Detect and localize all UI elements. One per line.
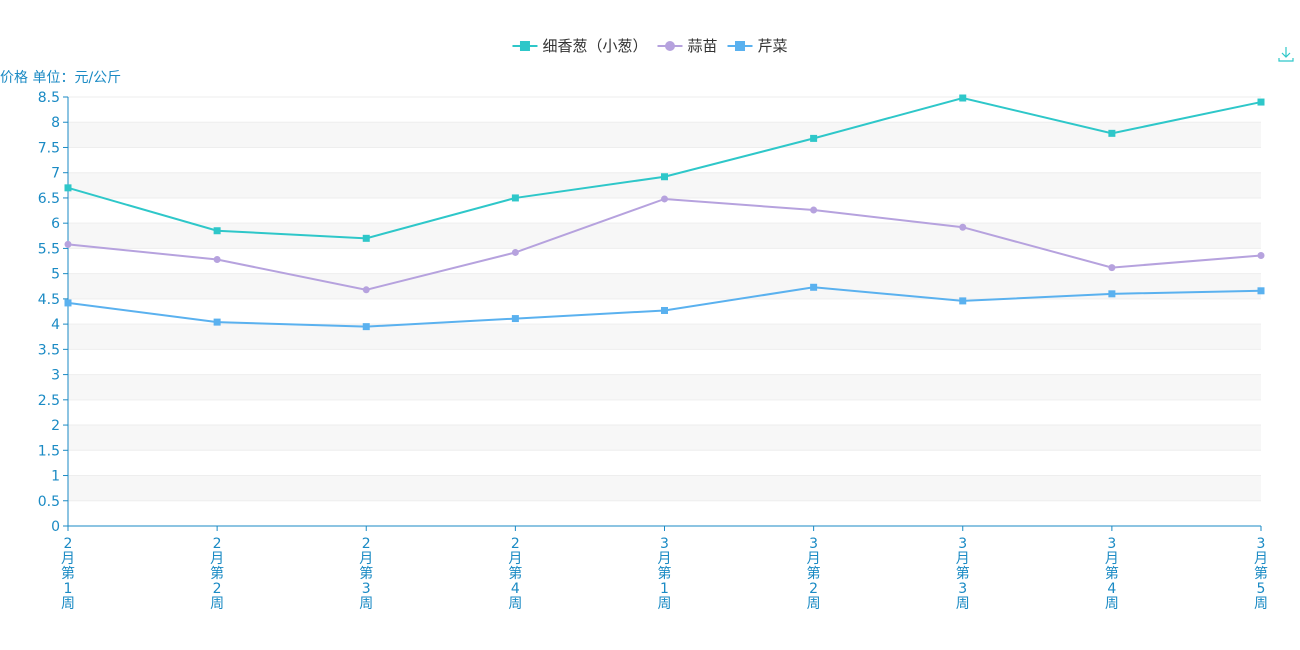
data-point[interactable] <box>1257 251 1265 259</box>
legend: 细香葱（小葱） 蒜苗 芹菜 <box>512 37 788 55</box>
data-point[interactable] <box>213 227 221 235</box>
data-point[interactable] <box>661 173 668 181</box>
data-point[interactable] <box>810 206 818 214</box>
y-tick-label: 1 <box>51 469 60 485</box>
background-band <box>68 273 1261 299</box>
data-point[interactable] <box>64 299 72 307</box>
y-tick-label: 0 <box>51 519 60 535</box>
y-tick-label: 8 <box>51 115 60 131</box>
background-band <box>68 324 1261 350</box>
data-point[interactable] <box>810 134 818 142</box>
data-point[interactable] <box>362 286 370 294</box>
data-point[interactable] <box>511 315 519 323</box>
legend-marker <box>735 41 746 51</box>
legend-label: 芹菜 <box>758 37 788 55</box>
legend-marker <box>664 41 675 51</box>
legend-item[interactable]: 细香葱（小葱） <box>512 37 647 55</box>
background-band <box>68 223 1261 249</box>
series-line <box>67 96 1262 240</box>
x-axis: 2 月第 1 周 2 月第 2 周 2 月第 3 周 2 月第 4 周 3 月第 1 周 3 月第 2 周 3 月第 3 周 3 月第 4 周… <box>61 525 1268 612</box>
y-tick-label: 2 <box>51 418 60 434</box>
y-tick-label: 8.5 <box>38 90 60 106</box>
y-tick-label: 3 <box>51 368 60 384</box>
background-band <box>68 122 1261 148</box>
x-tick-label: 3 月第 5 周 <box>1254 536 1268 612</box>
background-band <box>68 475 1261 501</box>
series-2 <box>64 283 1265 331</box>
y-tick-label: 0.5 <box>38 494 60 510</box>
data-point[interactable] <box>661 195 668 203</box>
y-tick-label: 3.5 <box>38 342 60 358</box>
data-point[interactable] <box>1108 264 1116 272</box>
x-tick-label: 3 月第 4 周 <box>1105 536 1119 612</box>
y-tick-label: 7.5 <box>38 140 60 156</box>
y-axis-label: 价格 单位：元/公斤 <box>0 70 121 86</box>
y-tick-label: 2.5 <box>38 393 60 409</box>
data-point[interactable] <box>362 323 370 331</box>
y-tick-label: 5.5 <box>38 241 60 257</box>
series-1 <box>64 195 1265 294</box>
y-axis: 0 0.5 1 1.5 2 2.5 3 3.5 4 4.5 5 5.5 6 6.5 7 7.5 8 8.5 <box>38 90 69 535</box>
data-point[interactable] <box>661 306 668 314</box>
data-point[interactable] <box>1257 98 1265 106</box>
data-point[interactable] <box>511 194 519 202</box>
y-tick-label: 6.5 <box>38 191 60 207</box>
legend-label: 细香葱（小葱） <box>542 37 647 55</box>
data-point[interactable] <box>959 94 967 102</box>
y-tick-label: 7 <box>51 166 60 182</box>
legend-label: 蒜苗 <box>687 37 717 55</box>
y-tick-label: 6 <box>51 216 60 232</box>
x-tick-label: 2 月第 2 周 <box>210 536 224 612</box>
y-tick-label: 4 <box>51 317 60 333</box>
x-tick-label: 2 月第 4 周 <box>508 536 522 612</box>
data-point[interactable] <box>1108 290 1116 298</box>
x-tick-label: 2 月第 1 周 <box>61 536 75 612</box>
data-point[interactable] <box>64 184 72 192</box>
download-icon[interactable] <box>1278 47 1294 62</box>
data-point[interactable] <box>213 318 221 326</box>
data-point[interactable] <box>64 240 72 248</box>
x-tick-label: 2 月第 3 周 <box>359 536 373 612</box>
legend-item[interactable]: 蒜苗 <box>657 37 718 55</box>
background-bands <box>68 122 1261 501</box>
legend-marker <box>519 41 530 51</box>
series-0 <box>64 94 1265 242</box>
legend-item[interactable]: 芹菜 <box>727 37 788 55</box>
background-band <box>68 374 1261 400</box>
y-tick-label: 5 <box>51 267 60 283</box>
x-tick-label: 3 月第 1 周 <box>658 536 672 612</box>
y-tick-label: 1.5 <box>38 443 60 459</box>
data-point[interactable] <box>959 297 967 305</box>
data-point[interactable] <box>1108 129 1116 137</box>
data-point[interactable] <box>959 223 967 231</box>
y-tick-label: 4.5 <box>38 292 60 308</box>
data-point[interactable] <box>213 256 221 264</box>
data-point[interactable] <box>511 248 519 256</box>
data-point[interactable] <box>810 283 818 291</box>
background-band <box>68 425 1261 451</box>
x-tick-label: 3 月第 2 周 <box>807 536 821 612</box>
series-layer <box>64 94 1265 331</box>
data-point[interactable] <box>1257 287 1265 295</box>
data-point[interactable] <box>362 234 370 242</box>
x-tick-label: 3 月第 3 周 <box>956 536 970 612</box>
